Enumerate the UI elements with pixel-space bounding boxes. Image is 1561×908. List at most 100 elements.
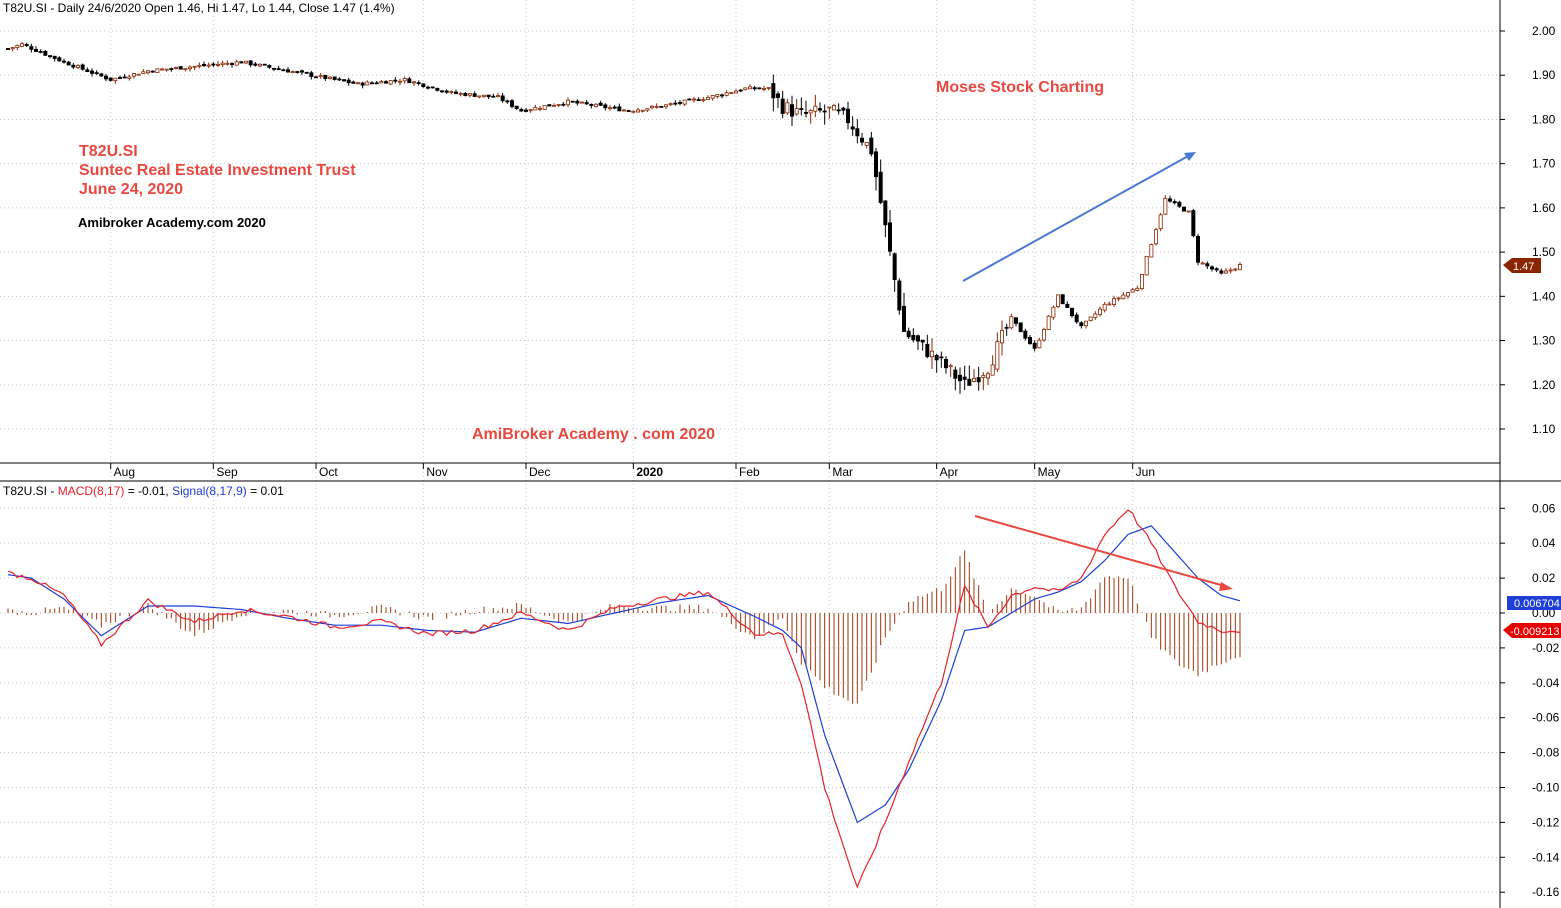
candle-body xyxy=(528,109,533,112)
candle xyxy=(486,94,491,100)
candle-body xyxy=(813,105,818,112)
candle-body xyxy=(66,61,71,66)
candle-body xyxy=(1210,266,1215,270)
candle xyxy=(640,109,645,113)
candle-body xyxy=(113,77,118,81)
candle xyxy=(1112,295,1117,308)
candle-body xyxy=(1074,314,1079,323)
candle xyxy=(720,93,725,99)
candle-body xyxy=(818,108,823,111)
candle-body xyxy=(626,110,631,112)
candle-body xyxy=(472,93,477,97)
candle-body xyxy=(458,92,463,95)
candle xyxy=(934,353,939,373)
candle-body xyxy=(201,63,206,67)
candle-body xyxy=(122,76,127,79)
candle xyxy=(1200,261,1205,265)
candle-body xyxy=(850,126,855,130)
price-y-ticks: 2.00 1.90 1.80 1.70 1.60 1.50 1.40 1.30 1.20 1.10 xyxy=(1500,24,1556,436)
candle-body xyxy=(225,62,230,65)
candle xyxy=(580,101,585,104)
candle xyxy=(1065,301,1070,309)
macd-downtrend-arrow-head xyxy=(1219,582,1233,591)
price-grid xyxy=(0,0,1500,908)
candle xyxy=(706,95,711,100)
candle xyxy=(99,72,104,78)
candle xyxy=(481,94,486,98)
candle-body xyxy=(271,67,276,70)
candle xyxy=(85,67,90,73)
candle xyxy=(948,363,953,378)
candle-body xyxy=(1200,262,1205,265)
candle-body xyxy=(1004,326,1009,329)
candle xyxy=(192,65,197,71)
price-tick-label: 1.50 xyxy=(1532,245,1556,259)
candle xyxy=(878,159,883,205)
candle xyxy=(650,104,655,110)
candle xyxy=(780,90,785,119)
candle xyxy=(495,92,500,98)
candle xyxy=(734,89,739,94)
candle xyxy=(248,60,253,68)
candle-body xyxy=(444,90,449,93)
candle-body xyxy=(967,378,972,386)
candle-body xyxy=(673,102,678,105)
candle-body xyxy=(239,61,244,64)
candle-body xyxy=(682,99,687,105)
candle-body xyxy=(383,81,388,84)
candle-body xyxy=(948,365,953,368)
candle xyxy=(850,116,855,136)
candle xyxy=(743,87,748,91)
price-tick-label: 2.00 xyxy=(1532,24,1556,38)
candle-body xyxy=(38,50,43,53)
candle xyxy=(62,58,67,64)
candle xyxy=(939,351,944,368)
candle xyxy=(1158,212,1163,232)
candle-body xyxy=(178,66,183,70)
candle-body xyxy=(514,105,519,109)
candle-body xyxy=(1116,297,1121,300)
candle-body xyxy=(150,70,155,73)
candle-body xyxy=(276,68,281,71)
candle xyxy=(967,365,972,386)
candle xyxy=(243,60,248,65)
macd-line xyxy=(7,509,1241,889)
candle-body xyxy=(1056,294,1061,307)
candle xyxy=(276,65,281,71)
candle-body xyxy=(309,72,314,77)
candle-body xyxy=(509,100,514,107)
candle xyxy=(888,210,893,257)
candle-body xyxy=(944,359,949,369)
candle-body xyxy=(467,93,472,96)
candle-body xyxy=(393,79,398,82)
macd-tick-label: -0.02 xyxy=(1532,641,1560,655)
candle-body xyxy=(598,102,603,106)
candle xyxy=(1168,195,1173,203)
macd-title-prefix: T82U.SI - xyxy=(3,484,58,498)
candle-body xyxy=(981,375,986,378)
candle xyxy=(920,339,925,351)
macd-lines xyxy=(7,509,1241,889)
candle xyxy=(76,64,81,70)
date-tick-label: Jun xyxy=(1136,465,1155,479)
candle xyxy=(827,106,832,120)
candle-body xyxy=(883,200,888,226)
candle xyxy=(388,80,393,86)
date-tick-label: Oct xyxy=(319,465,338,479)
macd-tick-label: -0.08 xyxy=(1532,746,1560,760)
candle xyxy=(71,63,76,70)
candle-body xyxy=(650,105,655,109)
candle xyxy=(472,91,477,97)
candle xyxy=(1028,334,1033,345)
candle-body xyxy=(654,105,659,108)
candle xyxy=(701,96,706,103)
macd-value-badge: -0.009213 xyxy=(1503,623,1561,638)
candle-body xyxy=(538,107,543,110)
candle xyxy=(608,105,613,111)
candle-body xyxy=(374,82,379,85)
candle xyxy=(57,56,62,62)
candle-body xyxy=(421,83,426,88)
candle xyxy=(547,104,552,107)
candle xyxy=(285,67,290,73)
candle-body xyxy=(1107,303,1112,306)
